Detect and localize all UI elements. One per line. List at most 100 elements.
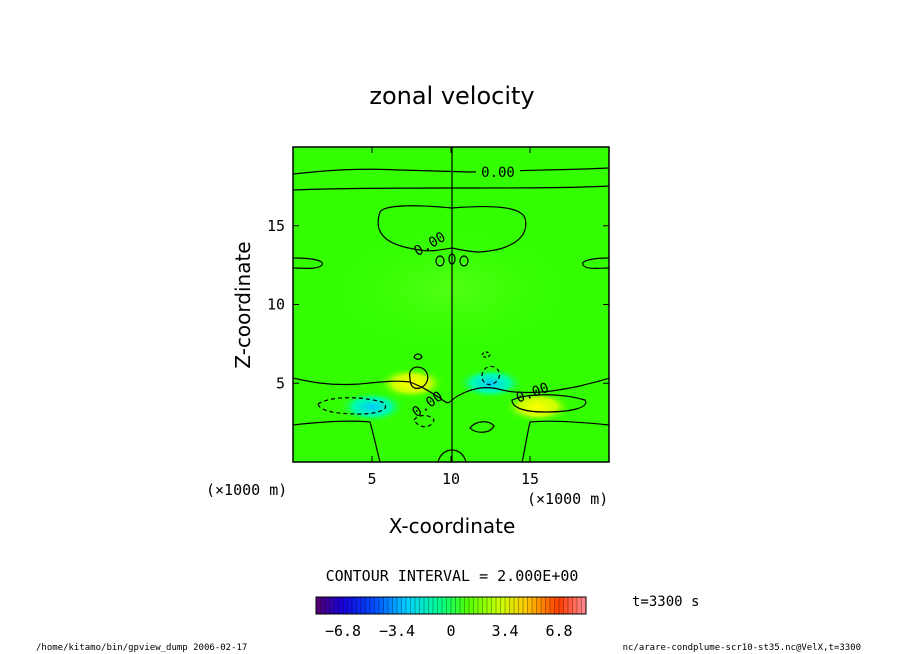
contour-pos-small [469,421,495,433]
colorbar-cell-16 [388,597,393,614]
colorbar-cell-48 [532,597,537,614]
colorbar-cell-39 [491,597,497,614]
footer-left: /home/kitamo/bin/gpview_dump 2006-02-17 [36,643,247,653]
colorbar-cell-5 [338,597,344,614]
contour-interval: CONTOUR INTERVAL = 2.000E+00 [326,567,579,585]
colorbar [315,597,587,614]
plot-area: 0.00 0.00 0.00 0.00 [293,147,609,462]
feature-positive-3 [503,390,572,423]
colorbar-cell-24 [424,597,429,614]
colorbar-cell-49 [536,597,542,614]
colorbar-cell-20 [406,597,411,614]
colorbar-cell-14 [379,597,384,614]
y-tick-label-1: 10 [267,296,285,314]
colorbar-cell-9 [356,597,362,614]
y-tick-label-2: 15 [267,217,285,235]
colorbar-cell-10 [361,597,366,614]
colorbar-cell-12 [370,597,375,614]
x-tick-label-1: 10 [442,470,460,488]
colorbar-cell-58 [577,597,582,614]
colorbar-cell-31 [455,597,461,614]
contour-tiny-b [481,351,491,358]
contour-left-small [293,257,323,269]
colorbar-tick-1: −3.4 [379,622,415,640]
contour-neg-core [481,365,501,386]
x-axis-units: (×1000 m) [527,490,608,508]
colorbar-cell-2 [325,597,330,614]
colorbar-cell-0 [316,597,321,614]
colorbar-cell-23 [419,597,425,614]
y-axis-ticks: 5 10 15 [267,217,609,392]
colorbar-cell-52 [550,597,555,614]
colorbar-cell-42 [505,597,510,614]
colorbar-cell-28 [442,597,447,614]
colorbar-frame [315,596,587,615]
colorbar-cell-6 [343,597,348,614]
colorbar-cell-35 [473,597,479,614]
contour-top [293,167,609,175]
colorbar-cell-46 [523,597,528,614]
colorbar-cell-29 [446,597,452,614]
colorbar-cell-22 [415,597,420,614]
x-axis-title: X-coordinate [389,514,516,538]
colorbar-cell-33 [464,597,470,614]
colorbar-cell-36 [478,597,483,614]
colorbar-cell-53 [554,597,560,614]
time-label: t=3300 s [632,594,699,610]
colorbar-cell-57 [572,597,578,614]
colorbar-tick-labels: −6.8 −3.4 0 3.4 6.8 [325,622,573,640]
colorbar-cell-56 [568,597,573,614]
colorbar-cell-1 [320,597,326,614]
x-tick-label-2: 15 [521,470,539,488]
colorbar-cell-51 [545,597,551,614]
colorbar-cell-40 [496,597,501,614]
colorbar-cell-11 [365,597,371,614]
colorbar-cell-8 [352,597,357,614]
contour-right-small [582,257,609,269]
contour-blob-3 [459,255,469,267]
colorbar-tick-2: 0 [446,622,455,640]
colorbar-cell-54 [559,597,564,614]
contour-tiny-a [413,353,423,360]
colorbar-cell-45 [518,597,524,614]
colorbar-cell-47 [527,597,533,614]
colorbar-cell-55 [563,597,569,614]
x-tick-label-0: 5 [367,470,376,488]
colorbar-cell-44 [514,597,519,614]
colorbar-tick-0: −6.8 [325,622,361,640]
contour-pos-right [511,394,587,413]
colorbar-tick-3: 3.4 [491,622,518,640]
colorbar-tick-4: 6.8 [545,622,572,640]
contour-floor [293,420,609,462]
colorbar-cell-3 [329,597,335,614]
colorbar-cell-50 [541,597,546,614]
colorbar-cell-30 [451,597,456,614]
x-axis-ticks: 5 10 15 [367,147,539,488]
colorbar-cell-17 [392,597,398,614]
colorbar-cell-34 [469,597,474,614]
contour-neg-small [413,414,435,428]
colorbar-cell-7 [347,597,353,614]
colorbar-cell-15 [383,597,389,614]
feature-negative-2 [338,390,406,423]
colorbar-cell-37 [482,597,488,614]
y-tick-label-0: 5 [276,374,285,392]
shade-upper [311,220,591,360]
y-axis-units: (×1000 m) [206,481,287,499]
colorbar-cell-43 [509,597,515,614]
colorbar-cell-18 [397,597,402,614]
contour-blob-1 [435,255,445,267]
colorbar-cell-19 [401,597,407,614]
y-axis-title: Z-coordinate [231,241,255,368]
footer-right: nc/arare-condplume-scr10-st35.nc@VelX,t=… [623,643,861,653]
colorbar-cell-25 [428,597,434,614]
colorbar-cell-32 [460,597,465,614]
colorbar-cell-27 [437,597,443,614]
chart-title: zonal velocity [369,82,534,110]
colorbar-cell-26 [433,597,438,614]
colorbar-cell-13 [374,597,380,614]
colorbar-cell-59 [581,597,587,614]
colorbar-cell-21 [410,597,416,614]
contour-label-top: 0.00 [481,165,515,181]
